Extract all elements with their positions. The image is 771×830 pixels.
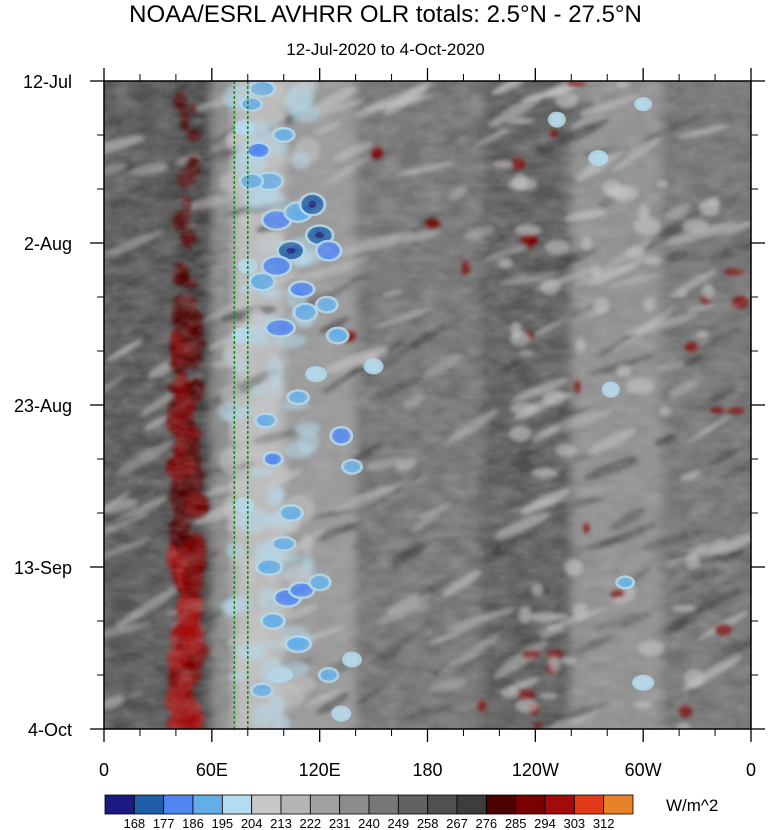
colorbar-swatch <box>515 794 546 815</box>
y-tick-label: 2-Aug <box>24 234 72 254</box>
colorbar-label: 177 <box>153 816 175 830</box>
colorbar: 168 177 186 195 204 213 222 231 240 249 258 267 276 2… <box>104 794 634 830</box>
colorbar-label: 303 <box>563 816 585 830</box>
y-axis: 12-Jul 2-Aug 23-Aug 13-Sep 4-Oct <box>14 72 765 740</box>
x-tick-label: 60E <box>196 760 228 780</box>
colorbar-swatch <box>221 794 253 815</box>
colorbar-label: 258 <box>417 816 439 830</box>
colorbar-label: 240 <box>358 816 380 830</box>
colorbar-label: 168 <box>123 816 145 830</box>
colorbar-swatch <box>544 794 575 815</box>
x-axis: 0 60E 120E 180 120W 60W 0 <box>99 68 756 780</box>
colorbar-label: 276 <box>475 816 497 830</box>
colorbar-swatch <box>603 794 634 815</box>
olr-field <box>104 81 751 729</box>
colorbar-swatch <box>339 794 370 815</box>
chart-title: NOAA/ESRL AVHRR OLR totals: 2.5°N - 27.5… <box>129 1 642 28</box>
y-tick-label: 13-Sep <box>14 558 72 578</box>
colorbar-swatch <box>397 794 429 815</box>
colorbar-swatch <box>368 794 399 815</box>
x-tick-label: 60W <box>625 760 662 780</box>
colorbar-swatch <box>104 794 135 815</box>
colorbar-swatch <box>163 794 194 815</box>
colorbar-units: W/m^2 <box>666 796 719 815</box>
colorbar-label: 213 <box>270 816 292 830</box>
x-tick-label: 120W <box>512 760 559 780</box>
colorbar-swatch <box>192 794 223 815</box>
y-tick-label: 4-Oct <box>28 720 72 740</box>
colorbar-swatch <box>251 794 282 815</box>
colorbar-label: 204 <box>241 816 263 830</box>
x-tick-label: 0 <box>99 760 109 780</box>
colorbar-swatch <box>133 794 165 815</box>
colorbar-label: 222 <box>299 816 321 830</box>
olr-texture <box>104 81 751 729</box>
colorbar-label: 285 <box>505 816 527 830</box>
colorbar-label: 267 <box>446 816 468 830</box>
x-tick-label: 0 <box>746 760 756 780</box>
colorbar-swatch <box>485 794 517 815</box>
colorbar-swatch <box>427 794 458 815</box>
colorbar-label: 195 <box>211 816 233 830</box>
x-tick-label: 120E <box>299 760 341 780</box>
colorbar-label: 249 <box>387 816 409 830</box>
colorbar-label: 231 <box>329 816 351 830</box>
colorbar-label: 294 <box>534 816 556 830</box>
colorbar-label: 312 <box>593 816 615 830</box>
colorbar-swatch <box>573 794 605 815</box>
x-tick-label: 180 <box>412 760 442 780</box>
y-tick-label: 23-Aug <box>14 396 72 416</box>
colorbar-label: 186 <box>182 816 204 830</box>
y-tick-label: 12-Jul <box>23 72 72 92</box>
colorbar-swatch <box>309 794 341 815</box>
colorbar-swatch <box>456 794 487 815</box>
reference-lines <box>233 81 249 729</box>
chart-subtitle: 12-Jul-2020 to 4-Oct-2020 <box>286 40 485 59</box>
colorbar-swatch <box>280 794 311 815</box>
